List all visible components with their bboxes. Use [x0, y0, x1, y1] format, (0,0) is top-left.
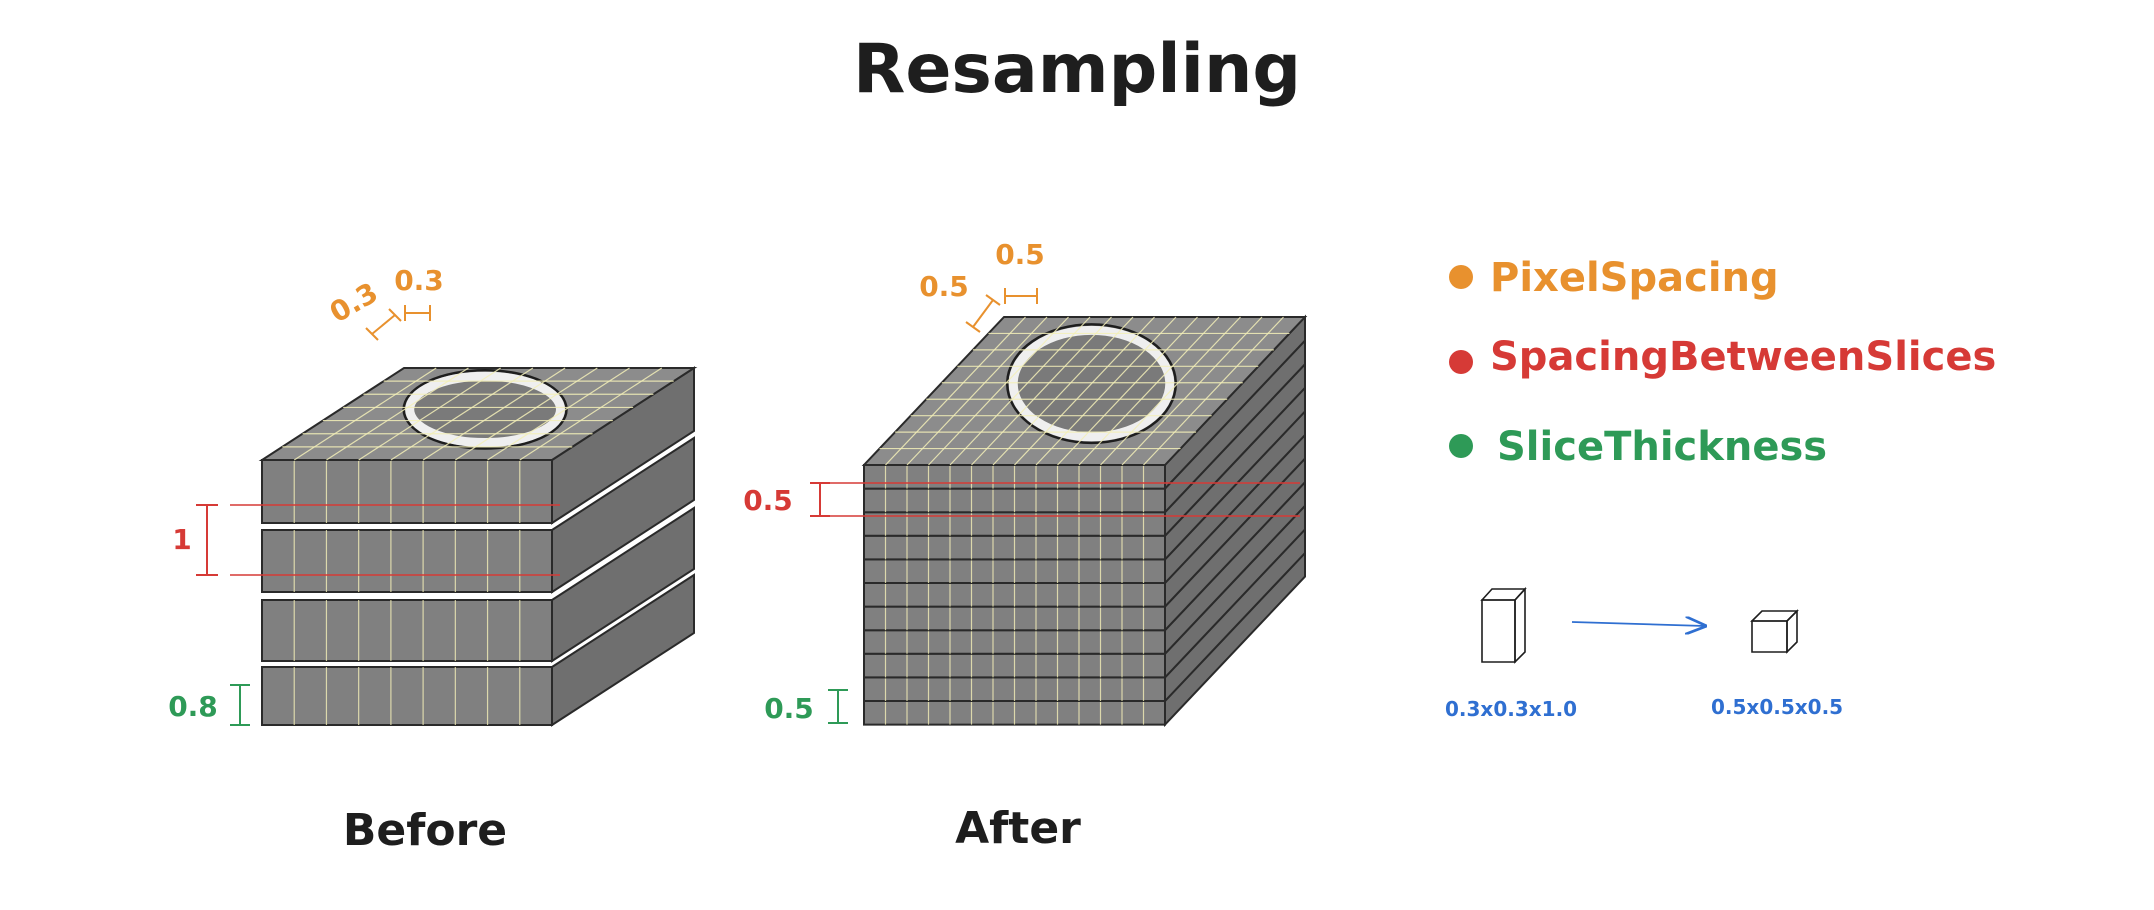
before-voxel-box [1480, 586, 1527, 664]
legend-label-spacing-between-slices: SpacingBetweenSlices [1490, 334, 1996, 380]
after-pixel-spacing-x-bracket [1004, 288, 1038, 304]
before-pixel-spacing-x-bracket [404, 305, 431, 321]
after-top-face [861, 316, 1308, 466]
after-pixel-spacing-y: 0.5 [919, 270, 969, 303]
before-slice-thickness-bracket [230, 684, 250, 726]
legend-dot-slice-thickness [1449, 434, 1473, 458]
after-spacing-between-slices-bracket [810, 482, 830, 517]
after-caption: After [955, 803, 1081, 854]
after-voxel-box [1750, 609, 1799, 654]
resample-arrow [1571, 622, 1705, 626]
after-voxel-size: 0.5x0.5x0.5 [1711, 695, 1843, 719]
legend-label-slice-thickness: SliceThickness [1497, 424, 1827, 470]
before-spacing-between-slices-bracket [196, 504, 218, 576]
before-volume [258, 366, 698, 727]
after-slice-thickness-bracket [828, 689, 848, 724]
legend-dot-pixel-spacing [1449, 265, 1473, 289]
after-volume [861, 314, 1308, 728]
before-brain-slice [405, 371, 566, 448]
before-slab [261, 506, 695, 663]
legend-item-slice-thickness: SliceThickness [1449, 424, 1827, 470]
after-pixel-spacing-x: 0.5 [995, 238, 1045, 271]
legend-item-spacing-between-slices: SpacingBetweenSlices [1449, 334, 1996, 380]
before-slab [261, 436, 695, 594]
after-brain-outline [1005, 323, 1178, 445]
voxel-comparison: 0.3x0.3x1.0 0.5x0.5x0.5 [1445, 586, 1843, 721]
after-slab [863, 361, 1306, 539]
before-pixel-spacing-x: 0.3 [394, 264, 444, 297]
legend-label-pixel-spacing: PixelSpacing [1490, 255, 1779, 301]
before-slab [261, 573, 695, 727]
before-pixel-spacing-y: 0.3 [324, 276, 383, 329]
legend-item-pixel-spacing: PixelSpacing [1449, 255, 1779, 301]
before-spacing-between-slices: 1 [172, 523, 191, 556]
before-slice-thickness: 0.8 [168, 690, 218, 723]
after-slab [863, 503, 1306, 680]
legend: PixelSpacing SpacingBetweenSlices SliceT… [1449, 255, 1996, 470]
before-slab [261, 366, 695, 525]
after-slab [863, 526, 1306, 704]
after-slice-thickness: 0.5 [764, 692, 814, 725]
after-pixel-spacing-y-bracket [965, 294, 1001, 333]
after-spacing-between-slices: 0.5 [743, 484, 793, 517]
before-voxel-size: 0.3x0.3x1.0 [1445, 697, 1577, 721]
before-pixel-spacing-y-bracket [365, 308, 402, 341]
before-top-face [258, 367, 698, 461]
after-slab [863, 550, 1306, 728]
legend-dot-spacing-between-slices [1449, 350, 1473, 374]
after-slab [863, 338, 1306, 515]
diagram-title: Resampling [853, 30, 1301, 109]
after-dimensions: 0.5 0.5 0.5 0.5 [743, 238, 1300, 725]
before-caption: Before [343, 805, 507, 856]
